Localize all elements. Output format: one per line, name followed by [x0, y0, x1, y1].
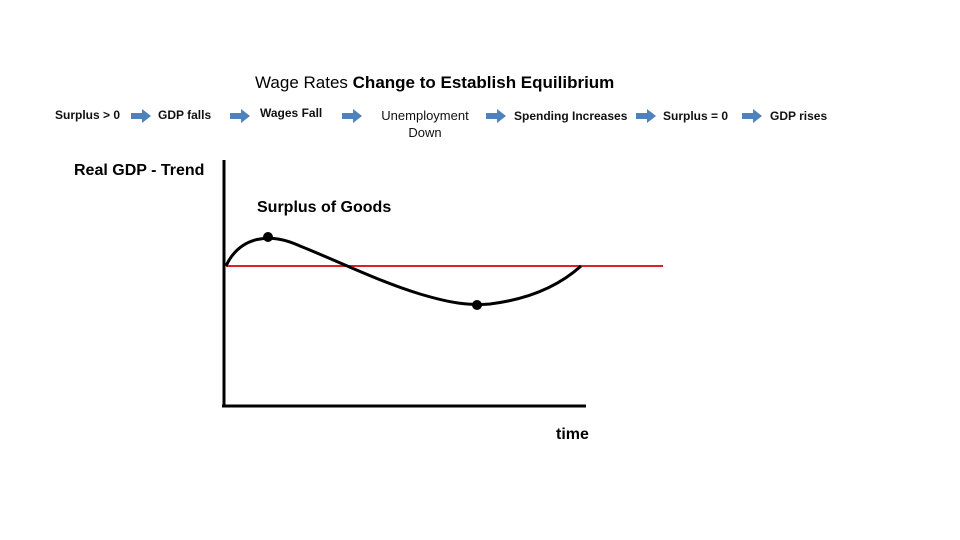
flow-step-surplus-zero: Surplus = 0 — [663, 109, 729, 123]
flow-step-wages-fall: Wages Fall — [260, 106, 323, 120]
flow-arrow-6 — [742, 109, 762, 123]
diagram-title: Wage Rates Change to Establish Equilibri… — [255, 73, 614, 93]
peak-point — [263, 232, 273, 242]
flow-step-gdp-falls: GDP falls — [158, 108, 212, 122]
flow-arrow-5 — [636, 109, 656, 123]
x-axis-label: time — [556, 426, 589, 443]
flow-step-gdp-rises: GDP rises — [770, 109, 828, 123]
flow-arrow-3 — [342, 109, 362, 123]
surplus-annotation: Surplus of Goods — [257, 199, 392, 216]
trough-point — [472, 300, 482, 310]
y-axis-label: Real GDP - Trend — [74, 162, 205, 179]
title-part-2: Change to — [352, 73, 436, 92]
flow-arrow-1 — [131, 109, 151, 123]
gdp-cycle-curve — [224, 236, 583, 307]
flow-arrow-4 — [486, 109, 506, 123]
flow-step-spending-increases: Spending Increases — [514, 109, 628, 123]
title-part-3: Establish Equilibrium — [440, 73, 615, 92]
flow-step-surplus-positive: Surplus > 0 — [55, 108, 121, 122]
title-part-1: Wage Rates — [255, 73, 348, 92]
flow-step-unemployment-down: Unemployment Down — [381, 108, 469, 140]
flow-arrow-2 — [230, 109, 250, 123]
